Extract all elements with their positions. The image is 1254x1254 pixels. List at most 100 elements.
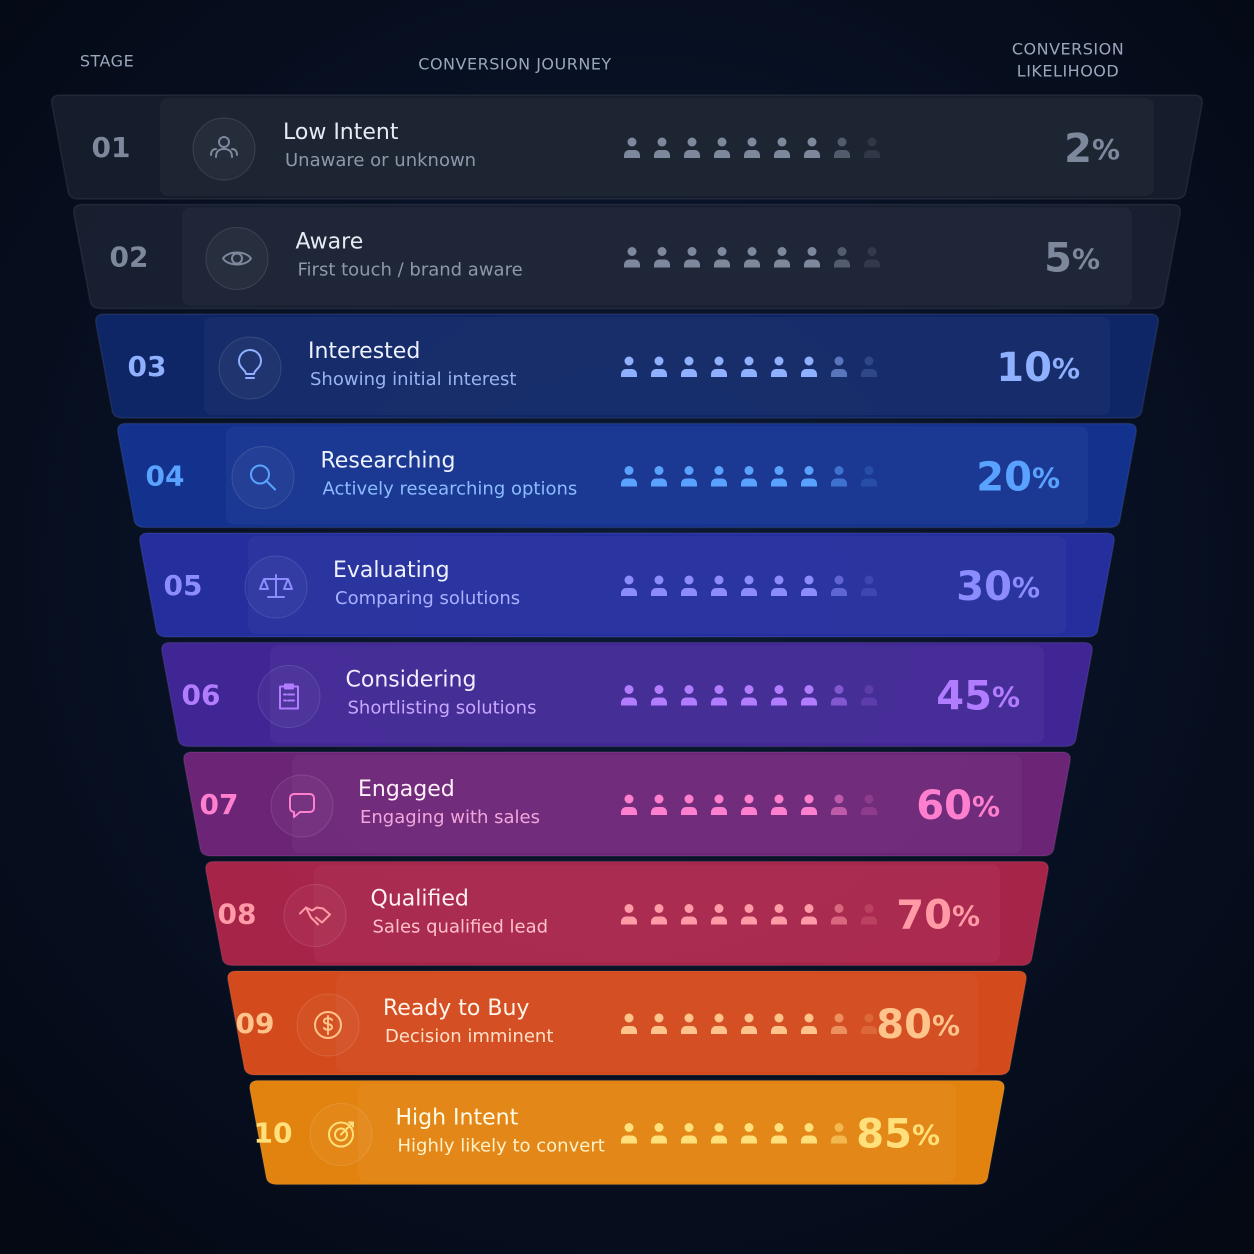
stage-panel [204, 317, 1110, 415]
person-body [741, 1026, 757, 1034]
person-body [681, 478, 697, 487]
stage-number: 10 [254, 1117, 293, 1150]
stage-band [182, 751, 1072, 857]
stage-percent: 45% [936, 674, 1020, 720]
person-head [654, 466, 664, 475]
stage-title: Qualified [371, 887, 469, 912]
person-head [744, 794, 754, 804]
person-body [741, 478, 757, 487]
person-head [657, 137, 667, 147]
person-body [654, 259, 670, 268]
stage-number: 02 [110, 241, 149, 274]
percent-value: 45 [936, 674, 992, 720]
person-head [864, 466, 874, 475]
person-head [684, 1123, 694, 1132]
person-head [624, 575, 634, 585]
stage-number: 03 [128, 350, 167, 383]
stage-panel [292, 755, 1022, 853]
stage-title: Engaged [358, 777, 455, 802]
person-body [711, 916, 727, 925]
stage-subtitle: Unaware or unknown [285, 150, 476, 171]
person-body [624, 150, 640, 158]
person-head [804, 466, 814, 475]
person-body [714, 259, 730, 268]
stage-icon [259, 574, 293, 598]
stage-title: Researching [321, 449, 456, 474]
person-body [801, 807, 817, 815]
stage-band [94, 313, 1160, 419]
person-body [861, 588, 877, 596]
stage-number: 06 [182, 679, 221, 712]
person-head [834, 685, 844, 694]
person-head [777, 247, 787, 256]
stage-title: Considering [346, 668, 477, 693]
stage-percent: 5% [1044, 236, 1100, 282]
stages: 01 Low Intent Unaware or unknown 2% 02 Aware F… [50, 94, 1204, 1186]
stage-panel [226, 427, 1088, 525]
stage-icon [238, 349, 262, 379]
person-body [834, 150, 850, 158]
person-head [834, 1123, 844, 1132]
person-body [801, 916, 817, 925]
percent-unit: % [1072, 243, 1100, 276]
stage-percent: 2% [1064, 126, 1120, 172]
person-head [684, 575, 694, 585]
person-body [834, 259, 850, 268]
percent-unit: % [1012, 571, 1040, 604]
stage-row: 07 Engaged Engaging with sales 60% [182, 751, 1072, 857]
percent-value: 2 [1064, 126, 1092, 172]
person-body [864, 259, 880, 268]
person-head [807, 137, 817, 147]
person-body [861, 916, 877, 925]
person-head [834, 1013, 844, 1023]
person-body [831, 588, 847, 596]
person-head [654, 904, 664, 913]
person-head [834, 575, 844, 585]
person-body [801, 697, 817, 706]
stage-subtitle: Highly likely to convert [398, 1136, 605, 1157]
person-head [777, 137, 787, 147]
stage-number: 08 [218, 898, 257, 931]
person-body [711, 697, 727, 706]
person-head [684, 904, 694, 913]
person-body [861, 478, 877, 487]
percent-value: 60 [916, 783, 972, 829]
stage-band [248, 1079, 1006, 1186]
stage-band [160, 641, 1094, 748]
stage-icon [289, 793, 315, 818]
stage-subtitle: Engaging with sales [360, 807, 540, 828]
person-head [804, 685, 814, 694]
person-head [744, 1123, 754, 1132]
person-body [621, 588, 637, 596]
person-head [774, 466, 784, 475]
person-head [774, 1013, 784, 1023]
stage-icon [210, 136, 238, 158]
percent-unit: % [912, 1119, 940, 1152]
person-head [744, 685, 754, 694]
person-body [804, 259, 820, 268]
percent-value: 5 [1044, 236, 1072, 282]
stage-row: 10 High Intent Highly likely to convert 85% [248, 1079, 1006, 1186]
stage-percent: 30% [956, 564, 1040, 610]
person-body [711, 369, 727, 377]
stage-band [72, 203, 1182, 310]
person-head [654, 794, 664, 804]
stage-row: 03 Interested Showing initial interest 10% [94, 313, 1160, 419]
person-body [711, 1135, 727, 1144]
percent-value: 85 [856, 1112, 912, 1158]
person-head [867, 247, 877, 256]
percent-unit: % [1092, 133, 1120, 166]
stage-title: Aware [296, 230, 364, 255]
stage-panel [160, 98, 1154, 196]
person-head [804, 1123, 814, 1132]
person-head [684, 685, 694, 694]
person-body [771, 807, 787, 815]
stage-panel [270, 646, 1044, 744]
stage-icon [222, 251, 252, 266]
person-head [714, 575, 724, 585]
person-body [684, 259, 700, 268]
person-body [624, 259, 640, 268]
person-body [651, 369, 667, 377]
stage-number: 01 [92, 131, 131, 164]
person-head [744, 904, 754, 913]
